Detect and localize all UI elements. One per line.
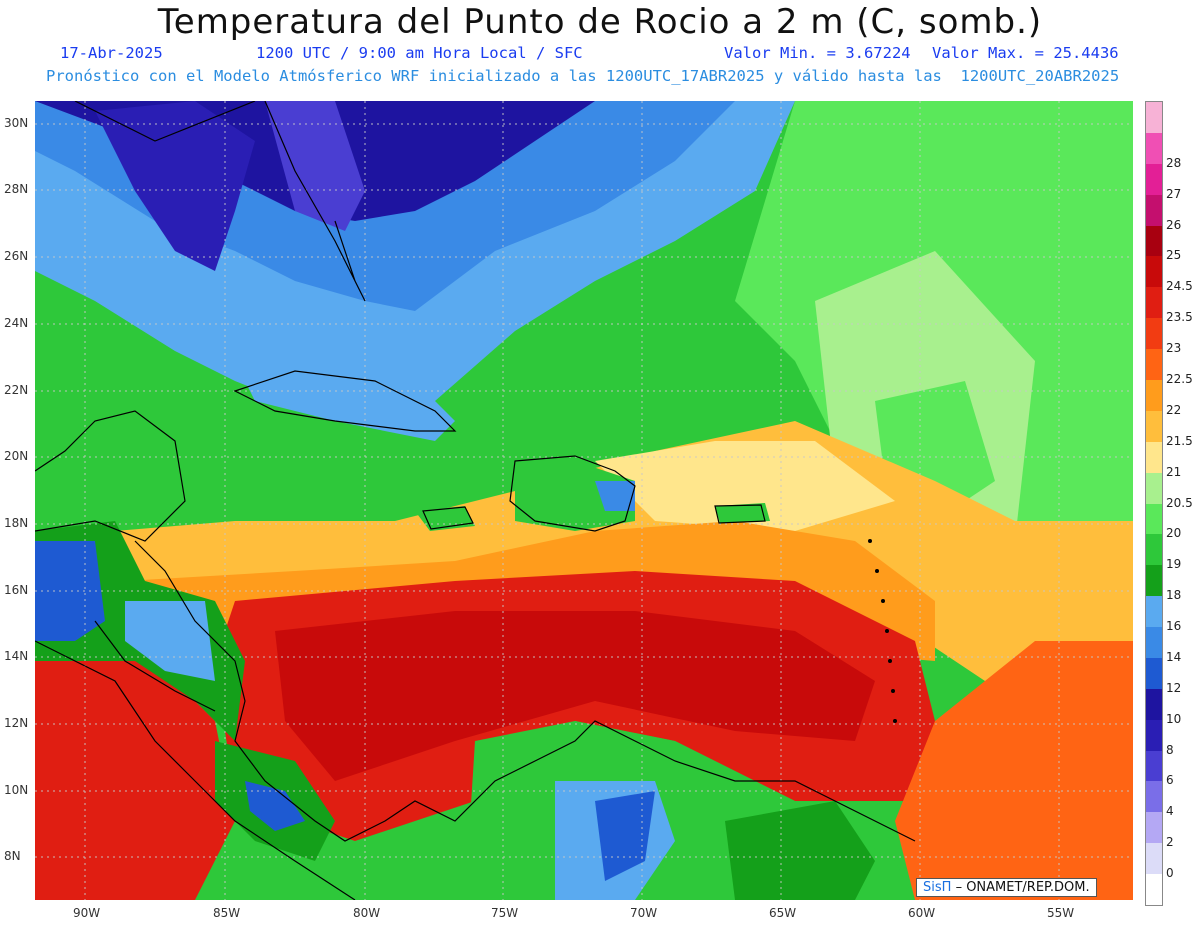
- dewpoint-map[interactable]: [35, 101, 1133, 900]
- lon-label: 85W: [213, 906, 241, 920]
- lat-label: 28N: [4, 182, 29, 196]
- lat-label: 14N: [4, 649, 29, 663]
- colorbar-segment: [1146, 349, 1162, 381]
- colorbar-segment: [1146, 102, 1162, 134]
- colorbar-segment: [1146, 132, 1162, 165]
- forecast-time: 1200 UTC / 9:00 am Hora Local / SFC: [256, 44, 583, 62]
- map-title: Temperatura del Punto de Rocio a 2 m (C,…: [157, 2, 1043, 42]
- colorbar-label: 20.5: [1166, 495, 1193, 510]
- colorbar-label: 24.5: [1166, 279, 1193, 294]
- lat-label: 24N: [4, 316, 29, 330]
- colorbar-label: 4: [1166, 804, 1174, 819]
- max-value: Valor Max. = 25.4436: [932, 44, 1119, 62]
- colorbar-label: 14: [1166, 649, 1182, 664]
- colorbar-label: 20: [1166, 526, 1182, 541]
- colorbar-segment: [1146, 874, 1162, 906]
- colorbar-segment: [1146, 410, 1162, 443]
- lon-label: 90W: [73, 906, 101, 920]
- colorbar-segment: [1146, 534, 1162, 566]
- colorbar-label: 22.5: [1166, 371, 1193, 386]
- colorbar-segment: [1146, 441, 1162, 474]
- model-info: Pronóstico con el Modelo Atmósferico WRF…: [46, 67, 1120, 85]
- dewpoint-field: [35, 101, 1133, 900]
- colorbar-segment: [1146, 318, 1162, 350]
- colorbar-segment: [1146, 256, 1162, 288]
- colorbar-segment: [1146, 688, 1162, 721]
- colorbar-label: 28: [1166, 155, 1182, 170]
- colorbar-label: 21.5: [1166, 433, 1193, 448]
- lat-label: 18N: [4, 516, 29, 530]
- lat-label: 12N: [4, 716, 29, 730]
- colorbar-segment: [1146, 657, 1162, 690]
- colorbar-label: 27: [1166, 186, 1182, 201]
- colorbar-segment: [1146, 472, 1162, 504]
- forecast-date: 17-Abr-2025: [60, 44, 163, 62]
- lat-label: 30N: [4, 116, 29, 130]
- colorbar-segment: [1146, 750, 1162, 782]
- colorbar-segment: [1146, 163, 1162, 196]
- lon-label: 75W: [491, 906, 519, 920]
- lon-label: 65W: [769, 906, 797, 920]
- colorbar-label: 26: [1166, 217, 1182, 232]
- colorbar-segment: [1146, 194, 1162, 227]
- colorbar-segment: [1146, 287, 1162, 319]
- min-value: Valor Min. = 3.67224: [724, 44, 911, 62]
- colorbar-segment: [1146, 627, 1162, 659]
- colorbar-label: 21: [1166, 464, 1182, 479]
- colorbar-label: 25: [1166, 248, 1182, 263]
- lon-label: 70W: [630, 906, 658, 920]
- colorbar-label: 16: [1166, 619, 1182, 634]
- colorbar-segment: [1146, 781, 1162, 813]
- colorbar-segment: [1146, 565, 1162, 597]
- lat-label: 8N: [4, 849, 21, 863]
- lat-label: 26N: [4, 249, 29, 263]
- colorbar-segment: [1146, 503, 1162, 535]
- colorbar-label: 8: [1166, 742, 1174, 757]
- colorbar-segment: [1146, 843, 1162, 875]
- credit-text: – ONAMET/REP.DOM.: [955, 880, 1090, 895]
- colorbar-segment: [1146, 719, 1162, 752]
- lon-label: 55W: [1047, 906, 1075, 920]
- colorbar-label: 2: [1166, 835, 1174, 850]
- sispi-logo: SisΠ: [923, 880, 952, 895]
- colorbar-label: 0: [1166, 866, 1174, 881]
- colorbar-segment: [1146, 379, 1162, 412]
- credit-box: SisΠ – ONAMET/REP.DOM.: [916, 878, 1097, 897]
- lat-label: 22N: [4, 383, 29, 397]
- lat-label: 20N: [4, 449, 29, 463]
- colorbar-label: 23.5: [1166, 310, 1193, 325]
- colorbar-label: 22: [1166, 402, 1182, 417]
- colorbar-segment: [1146, 225, 1162, 257]
- colorbar-segment: [1146, 596, 1162, 628]
- lat-label: 16N: [4, 583, 29, 597]
- lon-label: 80W: [353, 906, 381, 920]
- lon-label: 60W: [908, 906, 936, 920]
- colorbar-label: 19: [1166, 557, 1182, 572]
- colorbar-label: 12: [1166, 680, 1182, 695]
- colorbar-label: 10: [1166, 711, 1182, 726]
- colorbar: [1145, 101, 1163, 906]
- lat-label: 10N: [4, 783, 29, 797]
- colorbar-label: 6: [1166, 773, 1174, 788]
- colorbar-label: 18: [1166, 588, 1182, 603]
- colorbar-segment: [1146, 812, 1162, 844]
- colorbar-label: 23: [1166, 341, 1182, 356]
